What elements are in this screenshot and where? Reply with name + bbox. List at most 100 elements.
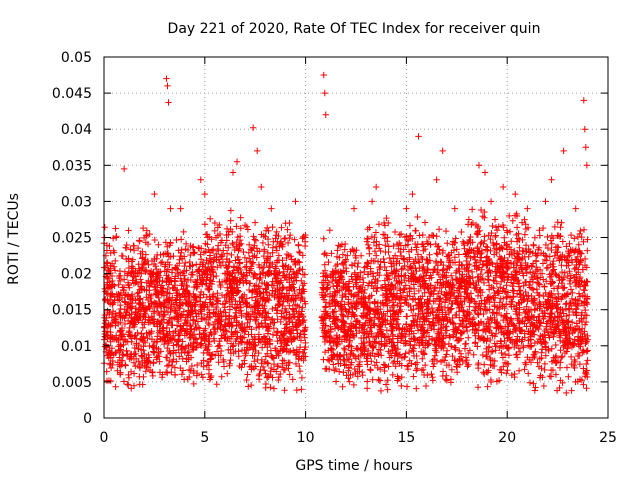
data-point — [212, 272, 220, 280]
data-point — [470, 280, 477, 287]
data-point — [227, 283, 234, 291]
data-point — [341, 362, 348, 369]
data-point — [498, 349, 505, 357]
data-point — [243, 376, 250, 384]
data-point — [503, 310, 510, 317]
data-point — [357, 252, 365, 259]
data-point — [504, 293, 511, 300]
data-point — [290, 277, 298, 285]
data-point — [198, 306, 205, 313]
data-point — [163, 268, 170, 275]
data-point — [130, 359, 138, 366]
data-point — [206, 309, 213, 316]
data-point — [165, 339, 173, 347]
data-point — [429, 374, 436, 381]
data-point — [276, 297, 284, 305]
data-point — [339, 251, 347, 258]
data-point — [289, 376, 296, 383]
data-point — [169, 329, 177, 337]
data-point — [467, 254, 474, 262]
data-point — [264, 330, 272, 337]
data-point — [155, 241, 162, 248]
data-point — [187, 322, 194, 330]
data-point — [162, 368, 170, 376]
data-point — [178, 349, 185, 357]
data-point — [258, 344, 266, 351]
data-point — [241, 291, 248, 298]
data-point — [349, 246, 356, 253]
data-point — [269, 315, 276, 323]
data-point — [399, 265, 407, 272]
data-point — [157, 302, 164, 309]
data-point — [339, 383, 346, 390]
data-point — [218, 251, 226, 258]
data-point — [346, 342, 353, 349]
data-point — [261, 320, 269, 327]
data-point — [203, 362, 211, 369]
data-point — [175, 346, 182, 354]
data-point — [300, 331, 308, 338]
data-point — [106, 242, 113, 250]
data-point — [431, 266, 438, 274]
data-point — [164, 82, 171, 90]
data-point — [160, 325, 167, 332]
data-point — [169, 284, 176, 291]
data-point — [394, 353, 402, 360]
data-point — [139, 381, 146, 388]
data-point — [482, 257, 490, 264]
data-point — [367, 352, 374, 359]
data-point — [300, 316, 308, 324]
data-point — [277, 318, 284, 326]
data-point — [264, 281, 271, 289]
data-point — [399, 289, 407, 296]
data-point — [416, 232, 423, 239]
data-point — [448, 290, 456, 297]
data-point — [128, 291, 136, 298]
data-point — [289, 281, 297, 288]
data-point — [402, 282, 409, 289]
data-point — [273, 247, 281, 254]
data-point — [513, 224, 521, 231]
data-point — [128, 299, 136, 307]
data-point — [119, 336, 127, 343]
data-point — [267, 368, 274, 375]
data-point — [434, 290, 442, 297]
data-point — [145, 261, 152, 268]
data-point — [484, 383, 491, 390]
data-point — [359, 283, 366, 291]
data-point — [259, 363, 267, 371]
data-point — [124, 301, 131, 308]
data-point — [236, 232, 244, 240]
data-point — [233, 329, 241, 336]
data-point — [130, 280, 138, 287]
data-point — [107, 322, 114, 329]
data-point — [223, 231, 230, 239]
data-point — [414, 213, 421, 221]
data-point — [241, 264, 249, 271]
data-point — [247, 381, 255, 389]
data-point — [465, 216, 473, 223]
data-point — [183, 267, 190, 274]
data-point — [228, 322, 235, 330]
data-point — [265, 241, 272, 248]
data-point — [365, 245, 373, 252]
data-point — [350, 381, 358, 389]
data-point — [198, 315, 206, 322]
data-point — [431, 341, 439, 348]
data-point — [437, 344, 445, 352]
data-point — [338, 285, 346, 293]
data-point — [211, 318, 219, 326]
data-point — [166, 261, 173, 269]
data-point — [295, 309, 303, 317]
data-point — [261, 259, 268, 267]
data-point — [223, 225, 231, 233]
data-point — [156, 298, 163, 306]
data-point — [245, 286, 253, 294]
data-point — [191, 249, 198, 256]
data-point — [375, 351, 382, 358]
data-point — [281, 314, 289, 322]
data-point — [182, 293, 189, 300]
data-point — [134, 329, 141, 337]
data-point — [489, 222, 496, 230]
data-point — [468, 268, 476, 276]
